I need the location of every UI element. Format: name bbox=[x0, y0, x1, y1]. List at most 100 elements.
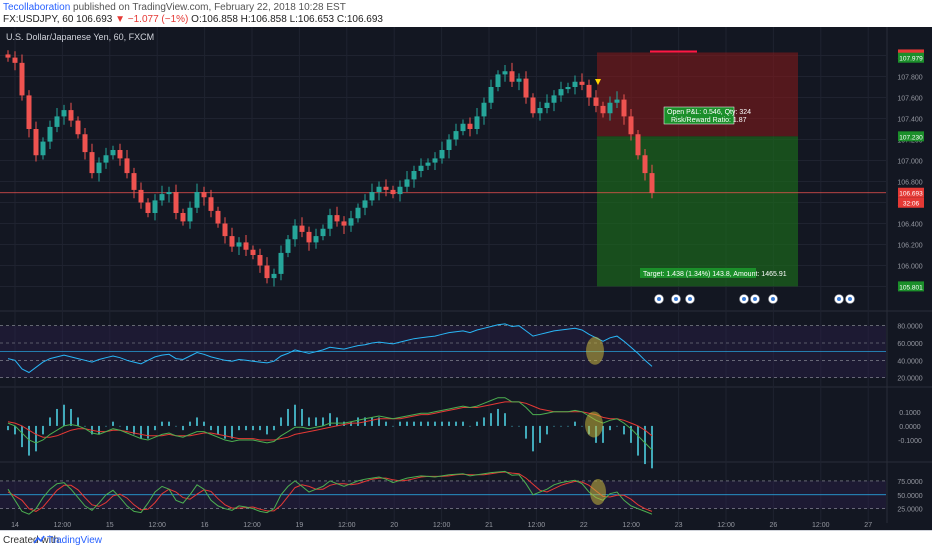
candle-body bbox=[264, 265, 270, 279]
tradingview-brand-link[interactable]: TradingView bbox=[47, 535, 103, 546]
candle-body bbox=[635, 134, 641, 156]
macd-histogram-bar bbox=[483, 417, 485, 426]
x-tick-label: 23 bbox=[675, 522, 683, 529]
rsi-tick-label: 40.0000 bbox=[897, 358, 922, 365]
macd-histogram-bar bbox=[371, 417, 373, 426]
x-tick-label: 15 bbox=[106, 522, 114, 529]
macd-histogram-bar bbox=[378, 417, 380, 426]
macd-histogram-bar bbox=[133, 425, 135, 435]
candle-body bbox=[397, 186, 403, 195]
candle-body bbox=[222, 223, 228, 237]
candle-body bbox=[383, 186, 389, 190]
position-label-open: Open P&L: 0.546, Qty: 324 Risk/Reward Ra… bbox=[663, 106, 751, 125]
candle-body bbox=[180, 213, 186, 222]
candle-body bbox=[187, 207, 193, 222]
candle-body bbox=[600, 105, 606, 114]
macd-histogram-bar bbox=[581, 425, 583, 427]
macd-histogram-bar bbox=[49, 417, 51, 426]
macd-histogram-bar bbox=[413, 421, 415, 426]
candle-body bbox=[306, 231, 312, 243]
time-marker-badge bbox=[898, 197, 924, 208]
macd-histogram-bar bbox=[546, 425, 548, 435]
candle-body bbox=[33, 129, 39, 156]
macd-histogram-bar bbox=[609, 425, 611, 431]
candle-body bbox=[299, 225, 305, 232]
macd-histogram-bar bbox=[539, 425, 541, 443]
candle-body bbox=[453, 131, 459, 140]
candle-body bbox=[229, 236, 235, 247]
macd-histogram-bar bbox=[245, 425, 247, 431]
candle-body bbox=[61, 110, 67, 117]
stoch-pane bbox=[0, 470, 886, 515]
rsi-pane bbox=[0, 323, 886, 378]
candle-body bbox=[509, 71, 515, 82]
price-marker-label: 106.693 bbox=[899, 191, 923, 198]
macd-histogram-bar bbox=[308, 417, 310, 426]
footer: Created with TradingView bbox=[0, 530, 932, 551]
macd-histogram-bar bbox=[98, 425, 100, 435]
candle-body bbox=[607, 102, 613, 114]
price-marker-badge bbox=[898, 52, 924, 63]
x-tick-label: 27 bbox=[864, 522, 872, 529]
x-tick-label: 12:00 bbox=[717, 522, 735, 529]
x-tick-label: 12:00 bbox=[54, 522, 72, 529]
candle-body bbox=[159, 194, 165, 201]
macd-histogram-bar bbox=[217, 425, 219, 435]
economic-event-flag-icon bbox=[688, 297, 692, 301]
candle-body bbox=[376, 186, 382, 192]
x-tick-label: 12:00 bbox=[243, 522, 261, 529]
publisher-link[interactable]: Tecollaboration bbox=[3, 2, 71, 13]
candle-body bbox=[467, 123, 473, 129]
stoch-tick-label: 50.0000 bbox=[897, 493, 922, 500]
macd-histogram-bar bbox=[616, 425, 618, 427]
published-text: published on TradingView.com, February 2… bbox=[73, 2, 346, 13]
macd-histogram-bar bbox=[644, 425, 646, 465]
candle-body bbox=[439, 150, 445, 159]
macd-histogram-bar bbox=[434, 421, 436, 426]
x-tick-label: 19 bbox=[296, 522, 304, 529]
macd-tick-label: -0.1000 bbox=[898, 438, 922, 445]
macd-pane bbox=[7, 397, 653, 469]
macd-histogram-bar bbox=[357, 417, 359, 426]
candle-body bbox=[292, 225, 298, 240]
macd-histogram-bar bbox=[525, 425, 527, 439]
candle-body bbox=[110, 150, 116, 156]
macd-histogram-bar bbox=[224, 425, 226, 439]
macd-histogram-bar bbox=[511, 425, 513, 427]
candle-body bbox=[68, 110, 74, 121]
macd-histogram-bar bbox=[504, 413, 506, 426]
target-zone bbox=[597, 136, 798, 287]
chart-area[interactable]: 14 12:00 15 12:00 16 12:00 19 12:00 20 12:00 21 12:… bbox=[0, 27, 932, 530]
macd-histogram-bar bbox=[154, 425, 156, 431]
macd-highlight-marker bbox=[585, 411, 603, 438]
y-tick-label: 106.400 bbox=[897, 222, 922, 229]
price-marker-badge bbox=[898, 281, 924, 292]
macd-histogram-bar bbox=[21, 425, 23, 448]
candle-body bbox=[621, 99, 627, 117]
candle-body bbox=[327, 215, 333, 229]
publish-header: Tecollaboration published on TradingView… bbox=[0, 0, 932, 28]
macd-histogram-bar bbox=[532, 425, 534, 452]
x-tick-label: 12:00 bbox=[338, 522, 356, 529]
macd-histogram-bar bbox=[651, 425, 653, 469]
candle-body bbox=[201, 192, 207, 198]
macd-line bbox=[7, 397, 653, 451]
macd-histogram-bar bbox=[343, 421, 345, 426]
macd-histogram-bar bbox=[189, 421, 191, 426]
candle-body bbox=[488, 87, 494, 103]
macd-histogram-bar bbox=[252, 425, 254, 431]
rsi-tick-label: 60.0000 bbox=[897, 341, 922, 348]
candle-body bbox=[446, 139, 452, 150]
price-marker-badge bbox=[898, 131, 924, 142]
macd-histogram-bar bbox=[210, 425, 212, 431]
macd-histogram-bar bbox=[238, 425, 240, 431]
candle-body bbox=[579, 81, 585, 85]
macd-histogram-bar bbox=[175, 425, 177, 427]
created-with-text: Created with bbox=[3, 535, 60, 546]
macd-histogram-bar bbox=[301, 408, 303, 426]
candle-body bbox=[369, 192, 375, 201]
macd-histogram-bar bbox=[602, 425, 604, 443]
x-tick-label: 12:00 bbox=[622, 522, 640, 529]
macd-tick-label: 0.0000 bbox=[899, 424, 921, 431]
position-label-target: Target: 1.438 (1.34%) 143.8, Amount: 146… bbox=[640, 268, 787, 278]
